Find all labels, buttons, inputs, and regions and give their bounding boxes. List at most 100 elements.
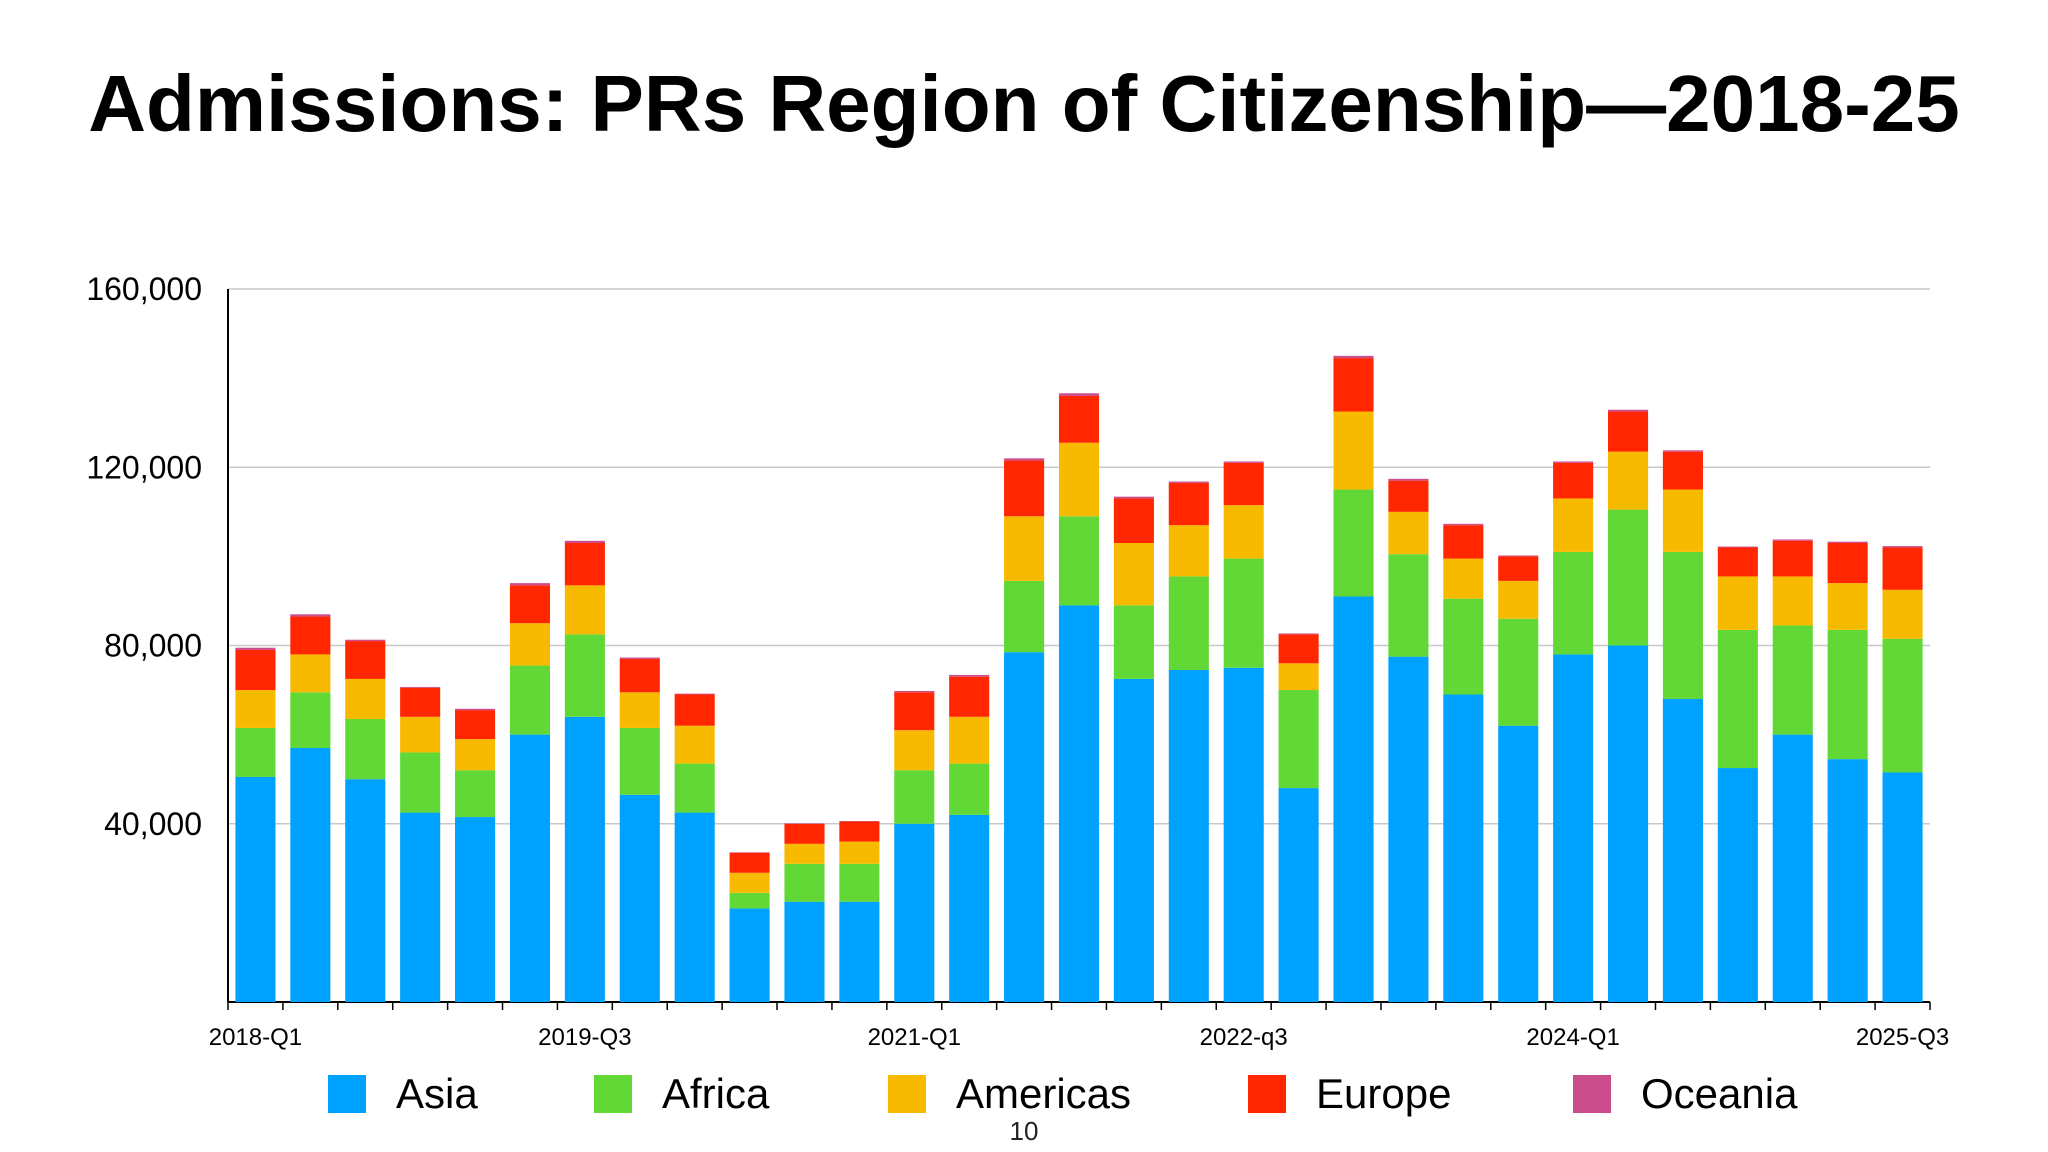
bar-segment-africa bbox=[1004, 580, 1045, 653]
bar-segment-africa bbox=[1498, 618, 1539, 726]
bar-segment-oceania bbox=[564, 540, 605, 544]
bar-segment-americas bbox=[1662, 489, 1703, 552]
bar-segment-americas bbox=[1498, 580, 1539, 619]
bar-segment-africa bbox=[1662, 551, 1703, 699]
bar-segment-asia bbox=[949, 814, 990, 1002]
bar-segment-asia bbox=[1607, 645, 1649, 1002]
bar-segment-asia bbox=[1662, 698, 1703, 1002]
bar-segment-africa bbox=[345, 719, 386, 780]
bar-segment-africa bbox=[1333, 489, 1374, 597]
bar-segment-oceania bbox=[1498, 555, 1539, 557]
bar-segment-europe bbox=[1004, 460, 1045, 517]
bar-segment-asia bbox=[564, 716, 605, 1002]
x-tick-label: 2024-Q1 bbox=[1526, 1024, 1619, 1051]
bar-segment-africa bbox=[235, 727, 276, 777]
bar-segment-europe bbox=[235, 649, 276, 691]
bar-segment-americas bbox=[894, 730, 935, 771]
bar-segment-africa bbox=[1278, 690, 1319, 789]
bar-segment-oceania bbox=[894, 690, 935, 693]
legend-swatch bbox=[1248, 1075, 1286, 1113]
bar-segment-asia bbox=[455, 817, 496, 1002]
bar-segment-americas bbox=[1388, 511, 1429, 555]
bar-segment-africa bbox=[400, 752, 441, 813]
bar-segment-asia bbox=[509, 734, 551, 1002]
bar-segment-africa bbox=[1168, 576, 1209, 671]
bar-segment-oceania bbox=[1772, 539, 1813, 541]
bar-segment-europe bbox=[1058, 395, 1100, 443]
bar-segment-oceania bbox=[949, 674, 990, 677]
bar-segment-americas bbox=[1443, 558, 1484, 599]
bar-segment-asia bbox=[1388, 656, 1429, 1002]
bar-segment-americas bbox=[1772, 576, 1813, 626]
bar-segment-americas bbox=[1333, 411, 1374, 490]
bar-segment-americas bbox=[1882, 589, 1923, 639]
bar-segment-europe bbox=[1553, 462, 1594, 499]
bar-segment-asia bbox=[1223, 667, 1264, 1002]
bar-segment-europe bbox=[400, 687, 441, 717]
page-number: 10 bbox=[1009, 1116, 1039, 1146]
legend-label: Europe bbox=[1316, 1070, 1452, 1117]
bar-segment-oceania bbox=[1388, 478, 1429, 481]
bar-segment-europe bbox=[894, 692, 935, 731]
bar-segment-asia bbox=[400, 812, 441, 1002]
bar-segment-oceania bbox=[235, 647, 276, 650]
bar-segment-europe bbox=[290, 616, 331, 655]
bar-segment-europe bbox=[1827, 543, 1868, 584]
bar-segment-americas bbox=[949, 716, 990, 764]
bar-segment-europe bbox=[1498, 556, 1539, 581]
bar-segment-americas bbox=[1607, 451, 1649, 510]
bar-segment-oceania bbox=[1443, 523, 1484, 526]
bar-segment-asia bbox=[729, 908, 770, 1002]
legend-label: Asia bbox=[396, 1070, 478, 1117]
bar-segment-americas bbox=[1553, 498, 1594, 552]
bar-segment-asia bbox=[235, 776, 276, 1002]
chart-legend: Asia Africa Americas Europe Oceania bbox=[0, 1058, 2048, 1118]
bar-segment-europe bbox=[1772, 540, 1813, 577]
bar-segment-oceania bbox=[1333, 355, 1374, 359]
bar-segment-americas bbox=[509, 623, 551, 666]
bar-segment-asia bbox=[1882, 772, 1923, 1002]
bar-segment-africa bbox=[949, 763, 990, 815]
x-tick-label: 2018-Q1 bbox=[209, 1024, 302, 1051]
legend-item-americas: Americas bbox=[888, 1070, 1131, 1118]
bar-segment-europe bbox=[674, 694, 715, 726]
bar-segment-africa bbox=[1607, 509, 1649, 646]
bar-segment-oceania bbox=[1717, 546, 1758, 548]
bar-segment-oceania bbox=[1223, 461, 1264, 463]
bar-segment-americas bbox=[1223, 505, 1264, 559]
bar-segment-oceania bbox=[455, 708, 496, 711]
legend-swatch bbox=[594, 1075, 632, 1113]
bar-segment-europe bbox=[564, 543, 605, 586]
bar-segment-europe bbox=[1882, 547, 1923, 590]
bar-segment-oceania bbox=[1827, 541, 1868, 544]
bar-segment-americas bbox=[784, 843, 825, 864]
bar-segment-americas bbox=[1717, 576, 1758, 630]
bar-segment-americas bbox=[674, 725, 715, 764]
bar-segment-americas bbox=[729, 872, 770, 893]
bar-segment-asia bbox=[1553, 654, 1594, 1002]
bar-segment-africa bbox=[1113, 605, 1154, 679]
bar-segment-europe bbox=[1113, 498, 1154, 544]
legend-swatch bbox=[1573, 1075, 1611, 1113]
bar-segment-africa bbox=[1443, 598, 1484, 695]
legend-label: Africa bbox=[662, 1070, 770, 1117]
bar-segment-europe bbox=[455, 710, 496, 740]
bar-segment-oceania bbox=[1058, 393, 1100, 396]
bar-segment-oceania bbox=[1113, 496, 1154, 499]
bar-segment-europe bbox=[1168, 482, 1209, 526]
bar-segment-asia bbox=[1717, 768, 1758, 1002]
bar-segment-asia bbox=[1498, 725, 1539, 1002]
bar-segment-oceania bbox=[400, 686, 441, 688]
bar-segment-oceania bbox=[674, 693, 715, 695]
bar-segment-europe bbox=[619, 658, 660, 693]
bar-segment-oceania bbox=[1168, 481, 1209, 483]
bar-segment-asia bbox=[1113, 678, 1154, 1002]
bar-segment-europe bbox=[784, 823, 825, 844]
stacked-bar-chart: 40,000 80,000 120,000 160,000 2018-Q1 2019-Q3… bbox=[86, 271, 1949, 1051]
bar-segment-americas bbox=[290, 654, 331, 693]
bar-segment-asia bbox=[619, 794, 660, 1002]
bar-segment-asia bbox=[894, 823, 935, 1002]
bar-segment-oceania bbox=[1278, 633, 1319, 635]
bar-segment-africa bbox=[1058, 516, 1100, 606]
bar-segment-europe bbox=[1333, 358, 1374, 412]
